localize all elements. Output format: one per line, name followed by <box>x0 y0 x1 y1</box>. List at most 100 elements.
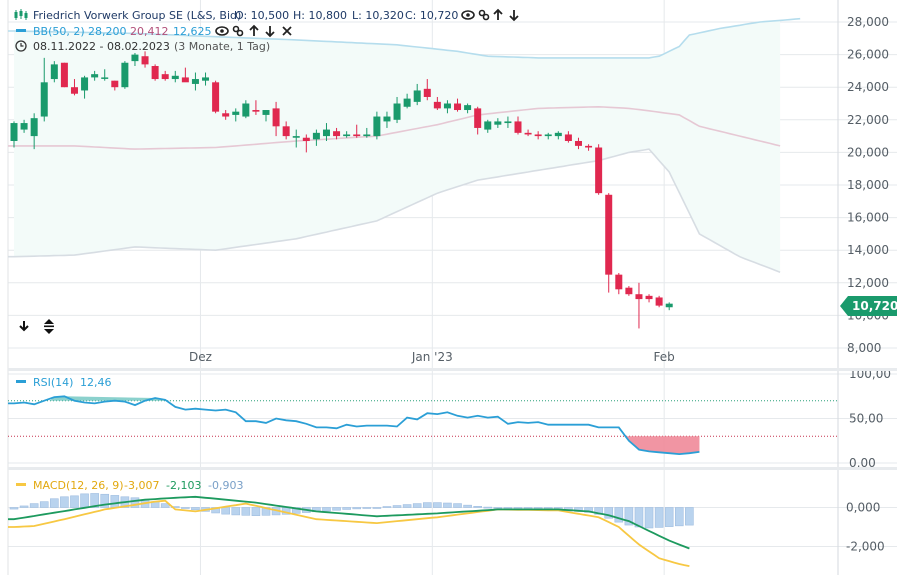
macd-histogram-bar <box>19 505 29 508</box>
candle-body <box>20 123 28 130</box>
candle-body <box>655 297 663 306</box>
macd-histogram-bar <box>624 507 634 526</box>
scroll-down-icon[interactable] <box>19 321 29 332</box>
candle-body <box>343 134 351 137</box>
candle-body <box>60 62 68 88</box>
arrow-up-icon[interactable] <box>493 8 503 20</box>
candle <box>91 70 99 81</box>
arrow-down-icon[interactable] <box>509 10 519 22</box>
macd-histogram-bar <box>50 498 59 508</box>
macd-legend: MACD(12, 26, 9) -3,007 -2,103 -0,903 <box>16 479 243 492</box>
candle <box>524 129 532 137</box>
macd-histogram-bar <box>160 503 170 508</box>
candle <box>373 111 381 140</box>
candle-body <box>494 121 502 125</box>
panel-resize-icon[interactable] <box>44 319 54 334</box>
candle <box>635 282 643 329</box>
candle <box>413 83 421 106</box>
macd-histogram-bar <box>483 506 493 509</box>
candle <box>363 127 371 138</box>
period-range: 08.11.2022 - 08.02.2023 <box>33 40 170 53</box>
candle-body <box>443 103 451 109</box>
time-tick-label: Jan '23 <box>411 350 453 364</box>
close-icon[interactable] <box>282 26 292 36</box>
macd-histogram-bar <box>9 507 19 510</box>
candle-body <box>433 101 441 109</box>
macd-histogram-bar <box>251 507 261 516</box>
link-icon[interactable] <box>232 25 244 37</box>
candle <box>645 294 653 303</box>
candle-body <box>30 118 38 137</box>
candle <box>443 100 451 114</box>
rsi-legend-label: RSI(14) <box>33 376 73 389</box>
link-icon[interactable] <box>478 9 490 21</box>
panel-separator-rsi[interactable] <box>8 368 897 371</box>
bb-legend-middle: 20,412 <box>130 25 169 38</box>
legend-instrument: Friedrich Vorwerk Group SE (L&S, Bid) <box>33 9 241 22</box>
candle-body <box>605 194 613 275</box>
candle-body <box>474 108 482 128</box>
candle <box>333 127 341 140</box>
bb-legend-swatch <box>16 29 26 32</box>
eye-icon[interactable] <box>215 26 229 36</box>
candle <box>625 286 633 296</box>
candle <box>464 103 472 114</box>
time-tick-label: Feb <box>654 350 675 364</box>
candle-body <box>272 108 280 127</box>
price-tick-label: 22,000 <box>847 113 889 127</box>
candle-body <box>363 134 371 137</box>
candle-body <box>373 116 381 137</box>
macd-histogram-bar <box>90 493 99 508</box>
candle <box>585 144 593 151</box>
price-tick-label: 28,000 <box>847 15 889 29</box>
panel-separator-macd[interactable] <box>8 467 897 470</box>
macd-line <box>8 499 690 567</box>
candle-body <box>232 111 240 115</box>
candle <box>10 121 18 148</box>
eye-icon[interactable] <box>461 10 475 20</box>
bb-legend: BB(50, 2) 28,200 20,412 12,625 <box>16 24 292 38</box>
arrow-up-icon[interactable] <box>249 24 259 36</box>
macd-histogram-bar <box>473 506 482 508</box>
candle <box>161 70 169 81</box>
bb-middle-line <box>8 105 781 150</box>
candle <box>50 61 58 83</box>
arrow-down-icon[interactable] <box>265 26 275 38</box>
candle-body <box>454 103 462 111</box>
candle-body <box>91 74 99 78</box>
rsi-overbought-area <box>49 396 171 401</box>
candle-body <box>131 54 139 62</box>
legend-open: O: 10,500 <box>235 9 289 22</box>
candle <box>262 110 270 122</box>
candle-body <box>574 140 582 146</box>
macd-histogram-bar <box>453 503 462 508</box>
candle <box>70 79 78 96</box>
candle-body <box>423 88 431 97</box>
macd-histogram-bar <box>392 505 402 508</box>
candle-body <box>595 147 603 194</box>
candle <box>212 80 220 114</box>
candle <box>343 131 351 138</box>
macd-histogram-bar <box>332 507 341 511</box>
candle-body <box>504 121 512 124</box>
bb-fill <box>14 20 781 273</box>
macd-histogram-bar <box>29 503 39 508</box>
candle-body <box>353 134 361 137</box>
period-legend: 08.11.2022 - 08.02.2023 (3 Monate, 1 Tag… <box>15 40 270 53</box>
candle <box>60 62 68 88</box>
macd-histogram-bar <box>60 496 69 508</box>
price-tick-label: 14,000 <box>847 243 889 257</box>
macd-histogram-bar <box>372 507 382 509</box>
candle-body <box>322 129 330 137</box>
candle <box>20 119 28 133</box>
candle <box>554 131 562 140</box>
candle-chart-icon <box>14 9 28 20</box>
candle-body <box>141 56 149 65</box>
candle-body <box>111 80 119 88</box>
candle <box>534 131 542 140</box>
macd-histogram-bar <box>39 501 49 508</box>
candle <box>564 131 572 143</box>
macd-histogram-bar <box>422 502 432 508</box>
candle-body <box>171 75 179 80</box>
rsi-legend-value: 12,46 <box>80 376 112 389</box>
